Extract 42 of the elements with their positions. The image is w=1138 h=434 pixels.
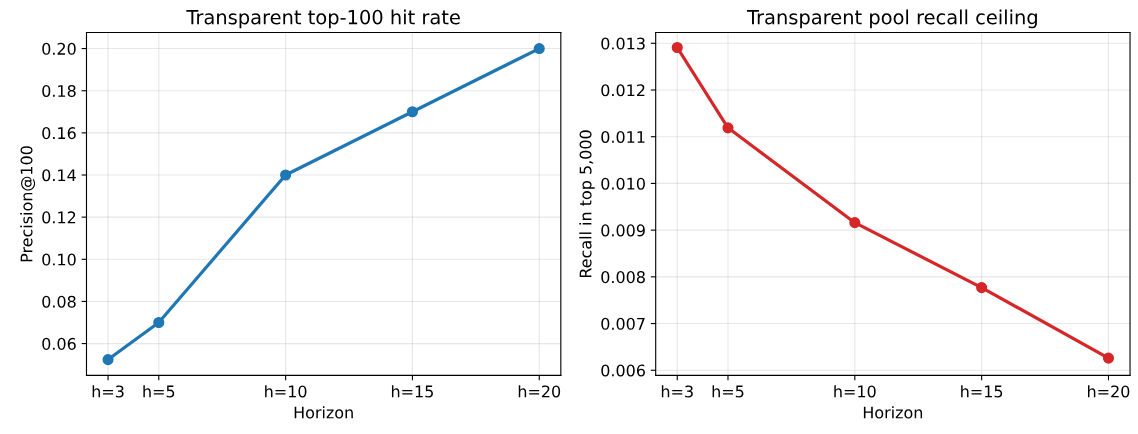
x-tick-label: h=20 [518,385,561,398]
y-axis-title: Precision@100 [20,146,36,262]
y-tick-label: 0.009 [601,224,645,237]
point [671,41,683,54]
point [722,122,734,134]
chart-title: Transparent pool recall ceiling [746,9,1037,29]
y-tick-label: 0.10 [42,253,76,266]
x-tick-label: h=5 [143,385,175,398]
point [102,354,114,366]
point [533,43,545,55]
y-tick-label: 0.14 [42,169,76,182]
y-tick-label: 0.012 [601,84,645,97]
y-tick-label: 0.20 [42,42,76,55]
y-axis-title: Recall in top 5,000 [579,130,595,278]
y-tick-label: 0.011 [601,130,645,144]
x-tick-label: h=15 [961,385,1003,398]
y-tick-label: 0.010 [601,177,645,190]
y-tick-label: 0.06 [42,337,76,350]
x-tick-label: h=3 [92,385,124,398]
point [849,217,861,229]
x-tick-label: h=20 [1088,385,1130,398]
y-tick-label: 0.008 [601,271,645,284]
x-tick-label: h=3 [661,385,693,398]
point [976,282,988,294]
point [1102,352,1115,364]
point [406,106,418,118]
y-tick-label: 0.007 [601,317,645,330]
x-tick-label: h=15 [391,385,433,398]
chart-title: Transparent top-100 hit rate [186,9,460,29]
x-axis-title: Horizon [863,406,923,419]
x-tick-label: h=10 [265,385,307,398]
y-tick-label: 0.18 [42,84,76,98]
y-tick-label: 0.12 [42,211,76,224]
x-tick-label: h=10 [834,385,876,398]
x-axis-title: Horizon [294,406,353,419]
y-tick-label: 0.16 [42,127,76,140]
x-tick-label: h=5 [712,385,744,398]
y-tick-label: 0.013 [601,37,645,50]
y-tick-label: 0.08 [42,295,76,308]
point [280,169,292,181]
y-tick-label: 0.006 [601,364,645,377]
point [153,316,165,329]
